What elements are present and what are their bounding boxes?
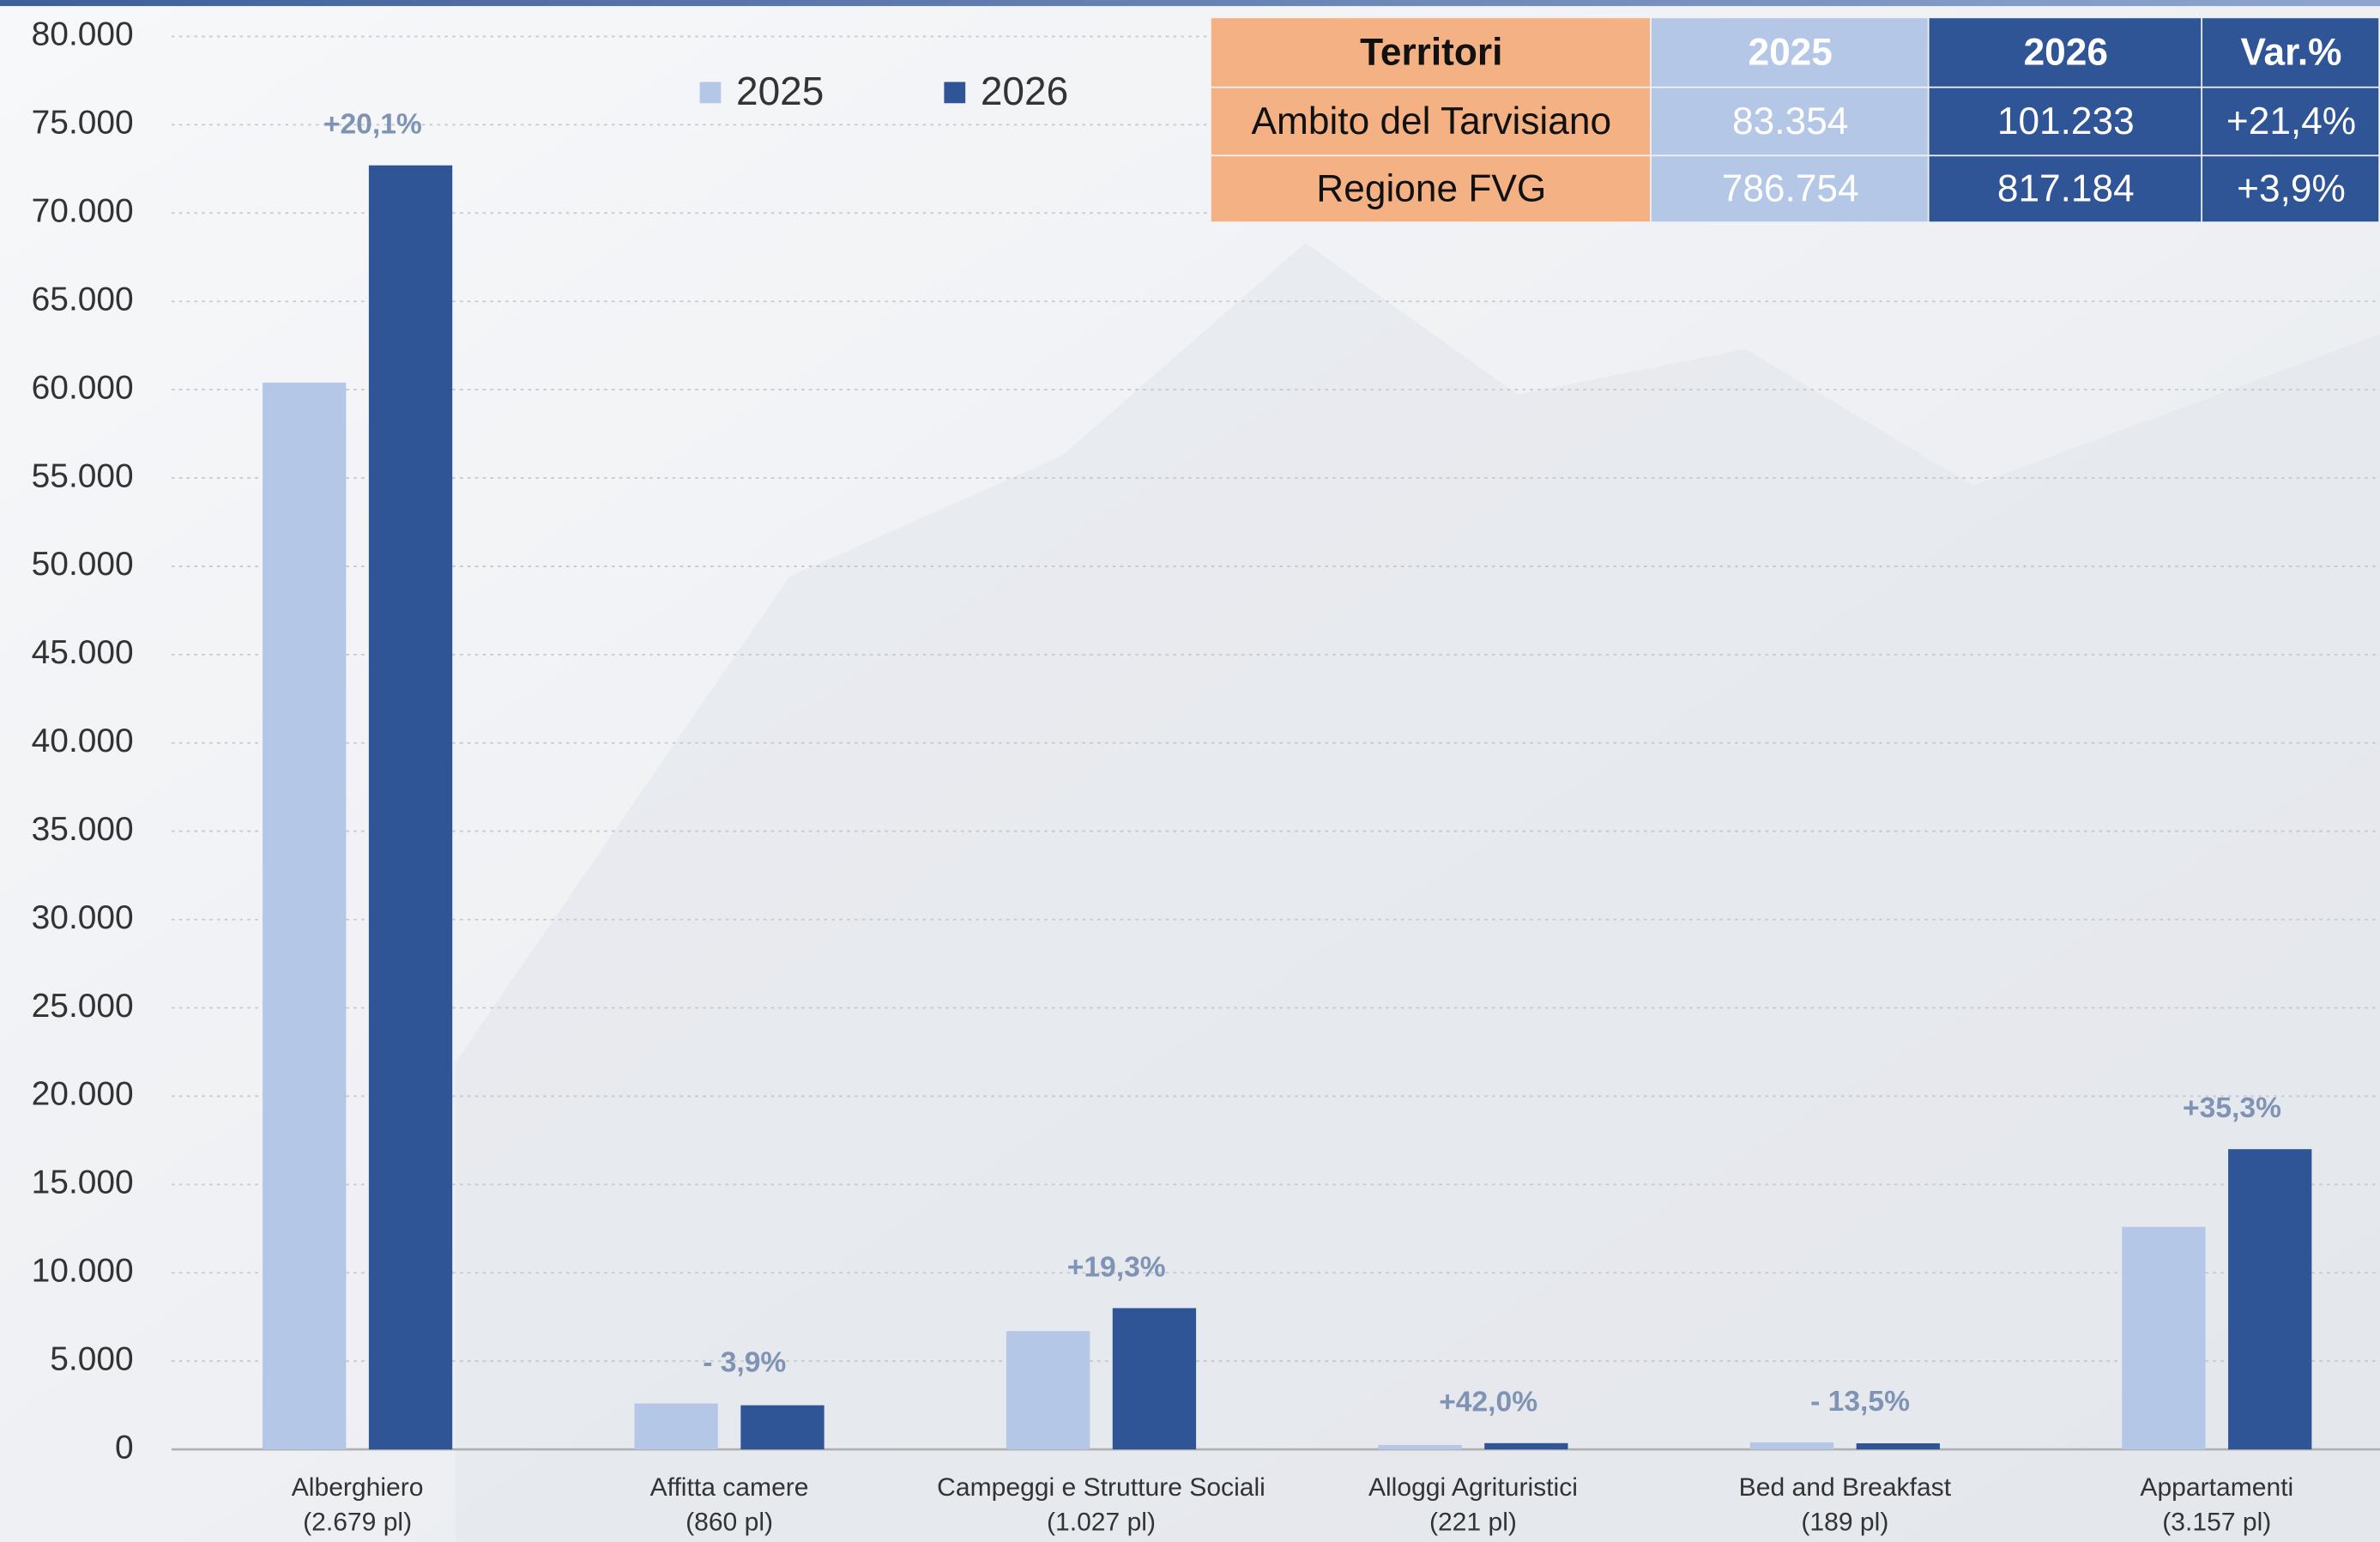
x-tick-sublabel: (3.157 pl) xyxy=(2162,1509,2271,1537)
x-tick-sublabel: (1.027 pl) xyxy=(1047,1509,1156,1537)
legend-label: 2026 xyxy=(981,69,1068,113)
x-tick-label: Bed and Breakfast xyxy=(1739,1473,1952,1502)
bar xyxy=(1857,1443,1940,1449)
y-tick-label: 45.000 xyxy=(32,634,134,671)
x-tick-label: Campeggi e Strutture Sociali xyxy=(937,1473,1266,1502)
x-tick-label: Appartamenti xyxy=(2140,1473,2293,1502)
x-tick-sublabel: (2.679 pl) xyxy=(303,1509,412,1537)
table-header: Territori xyxy=(1360,31,1502,73)
y-tick-label: 55.000 xyxy=(32,457,134,494)
table-value: 786.754 xyxy=(1722,168,1859,210)
table-header: Var.% xyxy=(2240,31,2341,73)
table-value: 83.354 xyxy=(1732,100,1848,142)
table-value: Regione FVG xyxy=(1316,168,1546,210)
chart: 0 5.000 10.000 15.000 20.000 25.000 30.000 35.0… xyxy=(0,0,2380,1542)
y-tick-label: 50.000 xyxy=(32,546,134,583)
table-value: 817.184 xyxy=(1997,168,2135,210)
table-value: +3,9% xyxy=(2237,168,2346,210)
y-tick-label: 65.000 xyxy=(32,281,134,317)
y-tick-label: 30.000 xyxy=(32,899,134,936)
y-tick-label: 0 xyxy=(115,1429,134,1466)
bar xyxy=(1378,1445,1461,1449)
bar xyxy=(1113,1308,1196,1449)
change-label: - 13,5% xyxy=(1810,1386,1910,1418)
y-tick-label: 20.000 xyxy=(32,1076,134,1113)
table-value: 101.233 xyxy=(1997,100,2135,142)
table-value: +21,4% xyxy=(2226,100,2356,142)
y-tick-label: 80.000 xyxy=(32,16,134,53)
x-tick-sublabel: (189 pl) xyxy=(1801,1509,1888,1537)
x-tick-sublabel: (221 pl) xyxy=(1429,1509,1517,1537)
y-tick-label: 10.000 xyxy=(32,1253,134,1290)
bar xyxy=(369,166,452,1449)
legend-label: 2025 xyxy=(736,69,824,113)
page: {"chart_data": { "type": "bar", "categor… xyxy=(0,0,2380,1542)
y-tick-label: 75.000 xyxy=(32,105,134,142)
change-label: +42,0% xyxy=(1439,1387,1537,1418)
bar xyxy=(740,1406,824,1449)
table-header: 2026 xyxy=(2024,31,2108,73)
bar xyxy=(2122,1227,2205,1449)
y-tick-label: 25.000 xyxy=(32,988,134,1025)
change-label: +19,3% xyxy=(1067,1251,1166,1283)
y-tick-label: 5.000 xyxy=(50,1340,133,1377)
x-tick-label: Alloggi Agrituristici xyxy=(1368,1473,1578,1502)
y-tick-label: 70.000 xyxy=(32,193,134,230)
table-header: 2025 xyxy=(1748,31,1832,73)
legend-swatch xyxy=(700,82,722,104)
x-tick-sublabel: (860 pl) xyxy=(686,1509,773,1537)
y-tick-label: 35.000 xyxy=(32,811,134,848)
bar xyxy=(2228,1149,2311,1449)
y-tick-label: 60.000 xyxy=(32,369,134,406)
y-tick-label: 15.000 xyxy=(32,1164,134,1201)
top-bar xyxy=(0,0,2380,6)
y-tick-label: 40.000 xyxy=(32,723,134,759)
bar xyxy=(1750,1442,1833,1449)
bar xyxy=(1006,1331,1090,1449)
bar xyxy=(634,1404,717,1450)
x-tick-label: Affitta camere xyxy=(650,1473,809,1502)
bar xyxy=(263,383,346,1449)
legend-swatch xyxy=(944,82,965,104)
change-label: +35,3% xyxy=(2183,1092,2281,1124)
change-label: +20,1% xyxy=(323,109,422,141)
table-value: Ambito del Tarvisiano xyxy=(1252,100,1612,142)
bar xyxy=(1484,1443,1568,1449)
x-tick-label: Alberghiero xyxy=(292,1473,424,1502)
change-label: - 3,9% xyxy=(703,1346,786,1378)
